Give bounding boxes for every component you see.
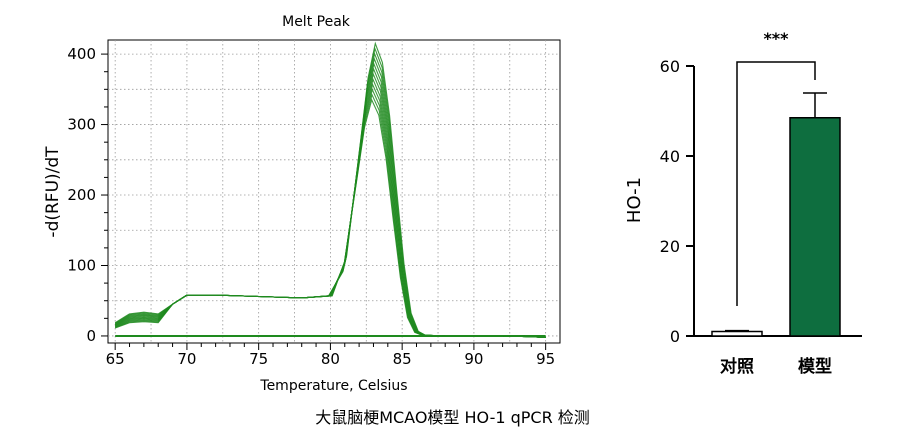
melt-x-tick-label: 95 xyxy=(536,350,555,368)
melt-x-ticks: 65 70 75 80 85 90 95 xyxy=(106,343,555,368)
significance-marker: *** xyxy=(763,29,789,48)
melt-x-tick-label: 65 xyxy=(106,350,125,368)
melt-y-tick-label: 200 xyxy=(67,186,96,204)
melt-x-tick-label: 70 xyxy=(177,350,196,368)
bar-y-ticks: 0 20 40 60 xyxy=(660,57,694,346)
bar-y-tick-label: 20 xyxy=(660,237,680,256)
melt-y-tick-label: 400 xyxy=(67,45,96,63)
melt-y-tick-label: 300 xyxy=(67,116,96,134)
bar-y-axis-label: HO-1 xyxy=(624,177,645,223)
bar-model xyxy=(789,117,841,337)
melt-x-axis-label: Temperature, Celsius xyxy=(259,378,407,394)
bar-category-label: 对照 xyxy=(720,356,754,377)
bar-control xyxy=(711,330,763,337)
melt-x-tick-label: 90 xyxy=(464,350,483,368)
melt-peak-chart: Melt Peak 65 70 75 80 85 90 95 0 100 200 300 400 T… xyxy=(43,14,561,394)
bar-bars xyxy=(711,92,841,337)
bar-category-labels: 对照 模型 xyxy=(720,356,832,377)
bar-y-tick-label: 0 xyxy=(670,327,680,346)
melt-x-tick-label: 80 xyxy=(321,350,340,368)
melt-y-tick-label: 0 xyxy=(86,327,96,345)
bar-category-label: 模型 xyxy=(798,356,832,377)
melt-y-axis-label: -d(RFU)/dT xyxy=(43,146,63,238)
figure-caption: 大鼠脑梗MCAO模型 HO-1 qPCR 检测 xyxy=(315,408,590,427)
melt-x-tick-label: 85 xyxy=(393,350,412,368)
melt-y-tick-label: 100 xyxy=(67,256,96,274)
ho1-bar-chart: 0 20 40 60 对照 模型 *** HO-1 xyxy=(624,29,862,377)
significance-bracket xyxy=(736,61,816,306)
melt-chart-title: Melt Peak xyxy=(282,14,351,30)
bar-y-tick-label: 60 xyxy=(660,57,680,76)
melt-plot-area xyxy=(107,39,561,344)
bar-y-tick-label: 40 xyxy=(660,147,680,166)
melt-y-ticks: 0 100 200 300 400 xyxy=(67,45,108,345)
melt-curve xyxy=(114,41,546,338)
melt-curves xyxy=(114,41,546,338)
melt-x-tick-label: 75 xyxy=(249,350,268,368)
